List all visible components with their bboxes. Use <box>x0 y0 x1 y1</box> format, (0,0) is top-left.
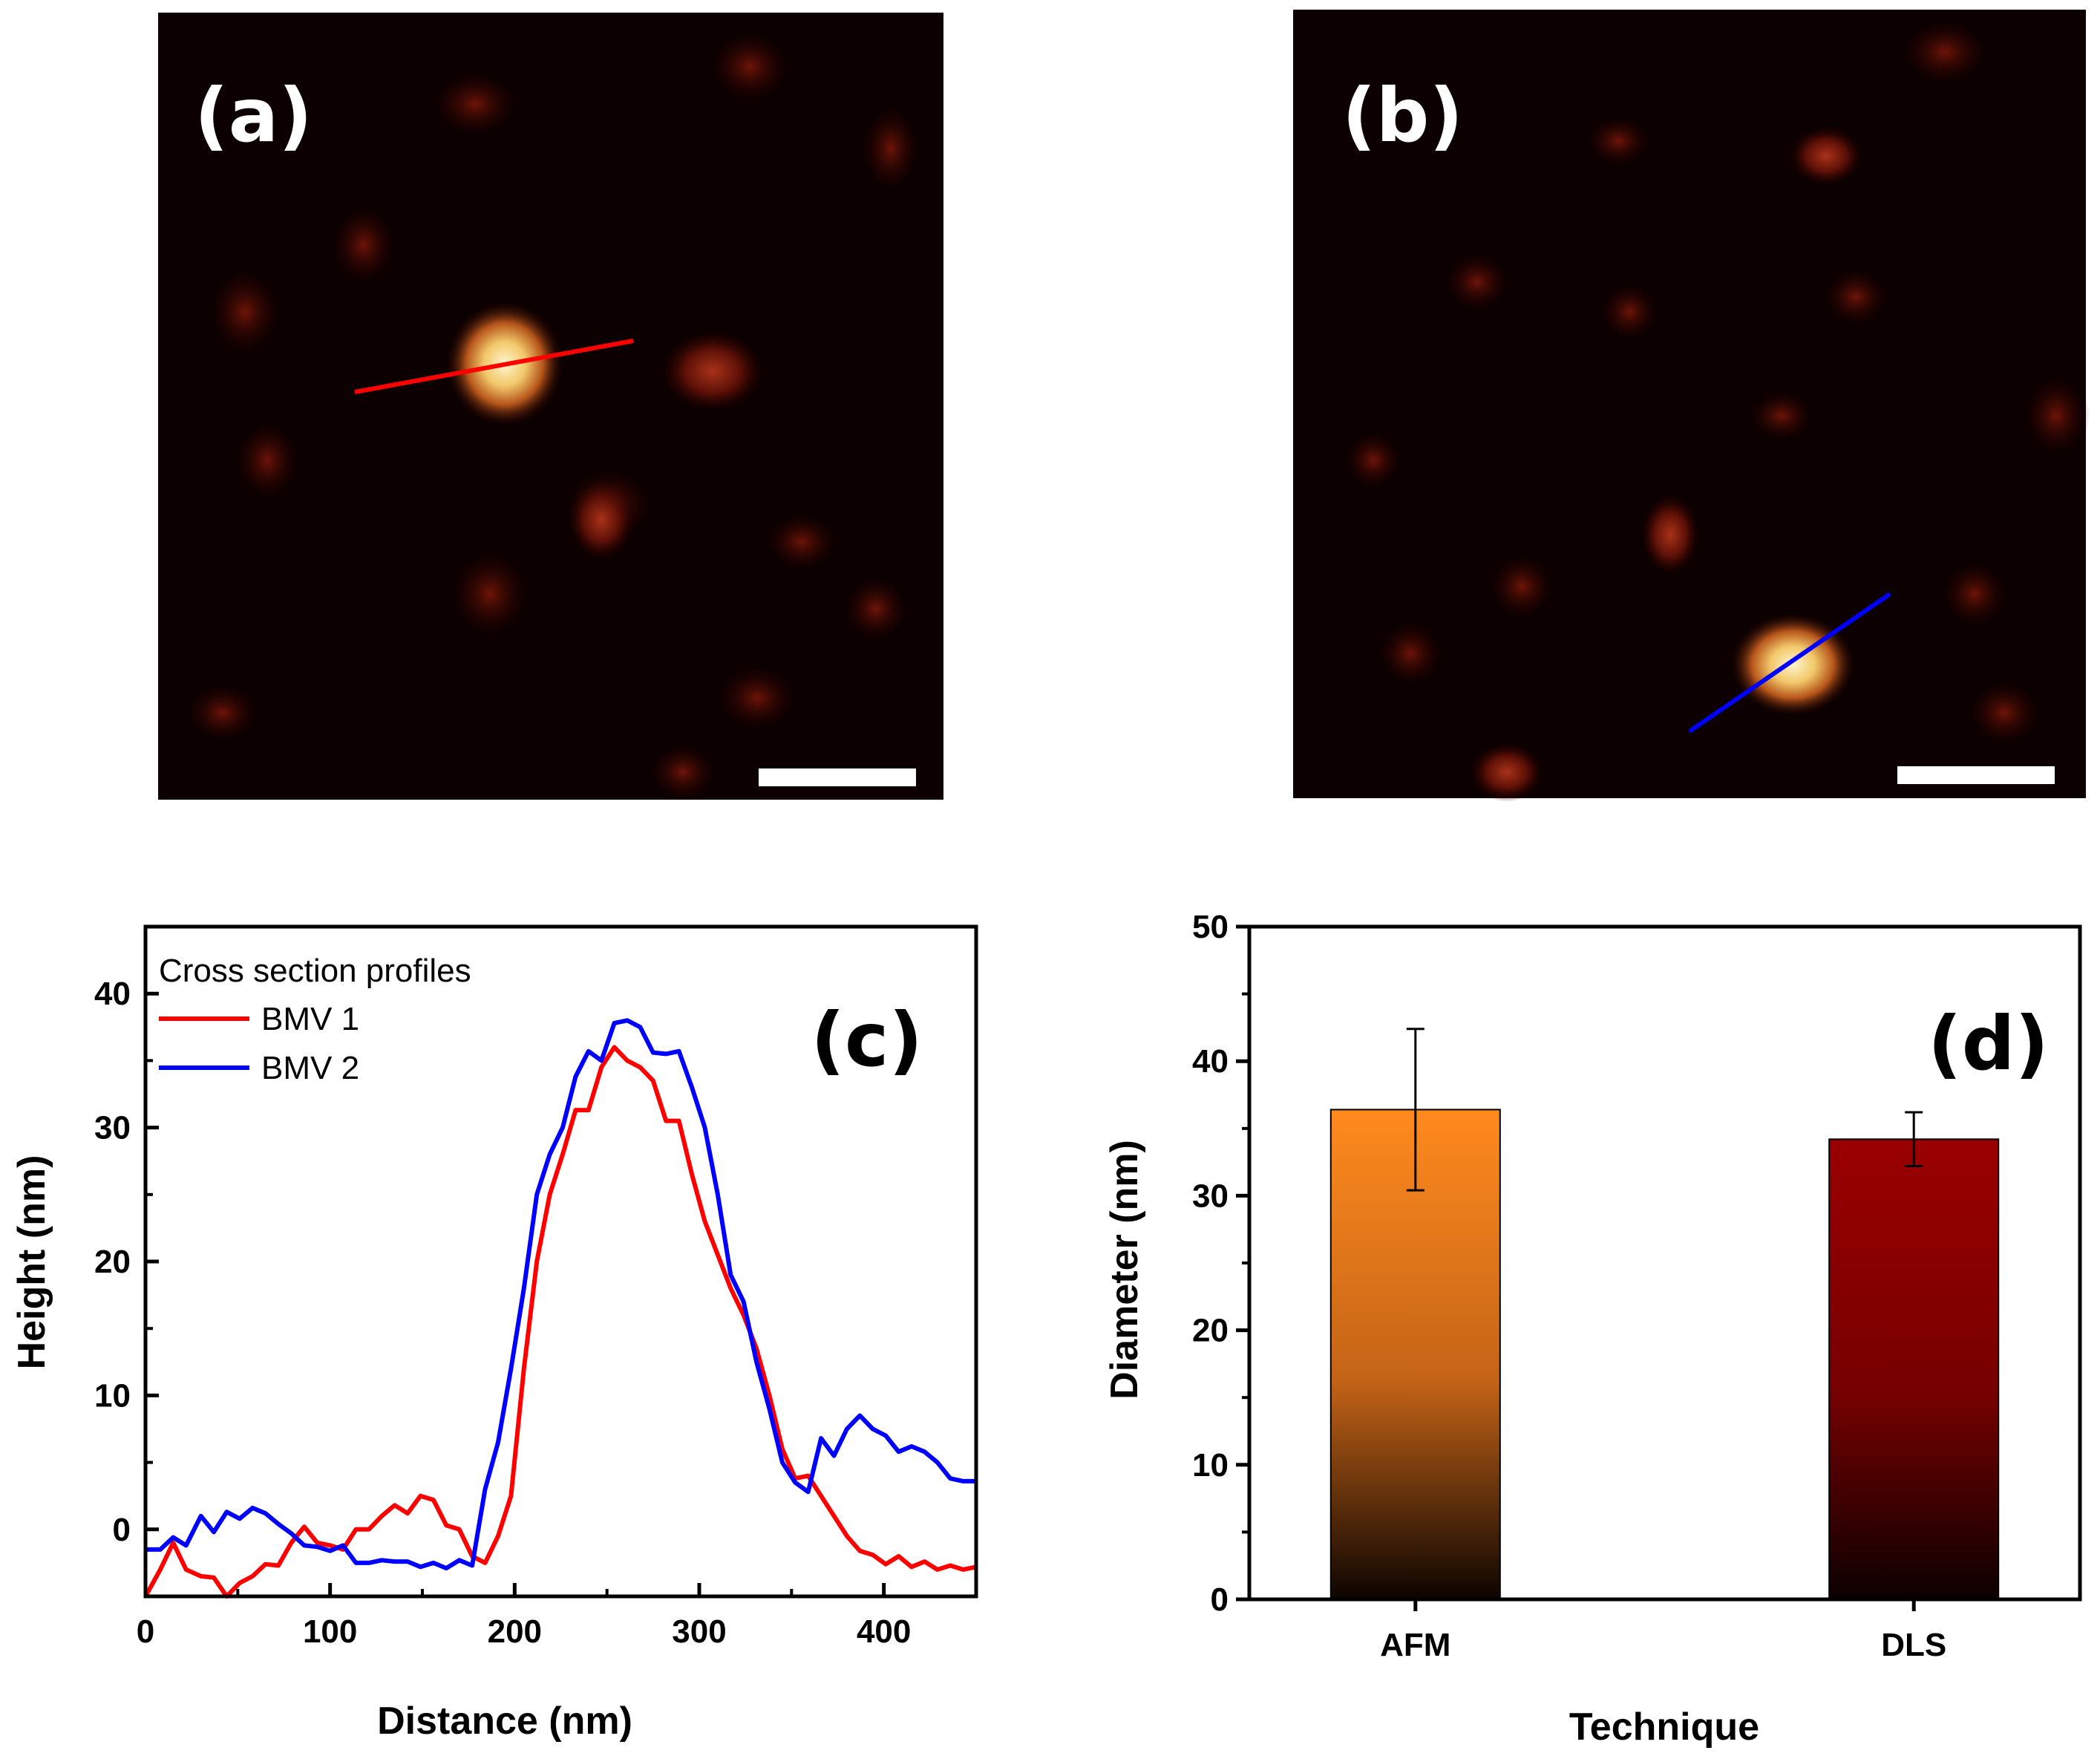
afm-image-a: (a) <box>158 13 943 802</box>
x-tick-label-afm: AFM <box>1380 1627 1450 1663</box>
y-axis-title-c: Height (nm) <box>10 1155 53 1370</box>
y-tick-label: 0 <box>113 1512 131 1548</box>
x-axis-title-c: Distance (nm) <box>377 1700 632 1743</box>
y-tick-label: 50 <box>1192 909 1229 945</box>
cross-section-line-bmv-1 <box>354 339 634 394</box>
y-tick-label: 40 <box>1192 1043 1229 1080</box>
scale-bar-b <box>1897 766 2055 784</box>
afm-image-b-texture <box>1344 19 2090 802</box>
panel-label-c: (c) <box>811 996 923 1083</box>
legend: BMV 1 BMV 2 <box>159 1001 359 1086</box>
bar-chart-bars <box>1329 1028 2000 1600</box>
legend-label: BMV 1 <box>261 1001 359 1037</box>
y-tick-label: 10 <box>1192 1447 1229 1484</box>
legend-title: Cross section profiles <box>159 953 471 989</box>
y-tick-label: 40 <box>94 976 131 1012</box>
x-tick-label: 400 <box>857 1613 911 1650</box>
x-tick-label: 300 <box>672 1613 726 1650</box>
afm-image-a-background <box>158 13 943 800</box>
legend-label: BMV 2 <box>261 1050 359 1086</box>
x-tick-label: 200 <box>488 1613 542 1650</box>
y-tick-label: 20 <box>1192 1313 1229 1349</box>
y-tick-label: 10 <box>94 1377 131 1414</box>
x-tick-label-dls: DLS <box>1881 1627 1946 1663</box>
y-tick-label: 0 <box>1211 1582 1229 1618</box>
bar-dls <box>1828 1138 2000 1600</box>
y-tick-label: 30 <box>1192 1178 1229 1214</box>
x-axis-title-d: Technique <box>1569 1706 1759 1749</box>
y-tick-label: 30 <box>94 1110 131 1146</box>
bar-chart-d: AFM DLS 0 10 20 30 40 50 Technique Diameter (nm… <box>1103 909 2082 1749</box>
x-tick-label: 0 <box>137 1613 154 1650</box>
cross-section-line-bmv-2 <box>1688 592 1891 734</box>
scale-bar-a <box>759 768 916 786</box>
panel-label-b: (b) <box>1342 72 1463 159</box>
panel-label-d: (d) <box>1928 1000 2049 1087</box>
y-tick-label: 20 <box>94 1244 131 1280</box>
afm-image-b: (b) <box>1293 10 2090 802</box>
x-tick-label: 100 <box>303 1613 357 1650</box>
series-line-bmv-2 <box>145 1018 976 1571</box>
series-line-bmv-1 <box>143 1045 977 1599</box>
afm-image-a-texture <box>186 30 920 802</box>
line-chart-c: 0 100 200 300 400 0 10 20 30 40 Distance (nm) Hei… <box>10 924 978 1743</box>
y-axis-title-d: Diameter (nm) <box>1103 1140 1146 1400</box>
line-chart-series <box>143 1018 977 1599</box>
panel-label-a: (a) <box>194 72 313 159</box>
